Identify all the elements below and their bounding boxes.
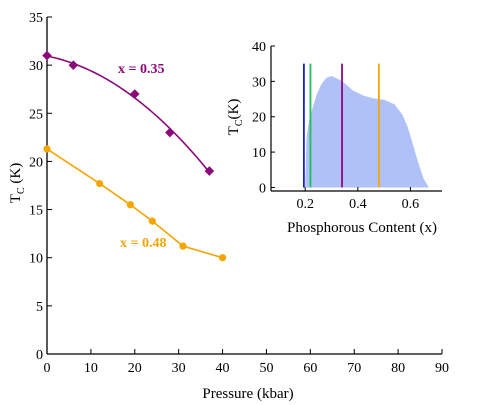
inset-y-tick-label: 20 — [252, 111, 266, 126]
inset-y-axis-title: TC(K) — [226, 99, 245, 136]
main-x-tick-label: 10 — [84, 361, 98, 376]
series-line — [46, 148, 223, 259]
main-x-tick-label: 80 — [391, 361, 405, 376]
data-point — [148, 217, 156, 225]
data-point — [179, 242, 187, 250]
series-label-x048: x = 0.48 — [120, 236, 166, 251]
data-point — [165, 127, 175, 138]
data-point — [129, 89, 140, 99]
series-label-x035: x = 0.35 — [118, 62, 164, 77]
main-y-ticks: 0 5 10 15 20 25 30 35 — [29, 11, 52, 363]
data-point — [68, 60, 79, 70]
main-x-tick-label: 70 — [347, 361, 361, 376]
main-x-tick-label: 20 — [128, 361, 142, 376]
main-x-tick-label: 60 — [303, 361, 317, 376]
main-y-tick-label: 15 — [29, 204, 43, 219]
main-x-tick-label: 90 — [435, 361, 449, 376]
inset-y-tick-label: 40 — [252, 40, 266, 55]
data-point — [43, 145, 51, 153]
main-chart: 0 10 20 30 40 50 60 70 80 90 0 5 10 15 20 25 30 35 Press… — [8, 11, 449, 402]
tc-area — [305, 76, 429, 188]
inset-y-tick-label: 0 — [259, 181, 266, 196]
main-x-ticks: 0 10 20 30 40 50 60 70 80 90 — [44, 349, 449, 376]
inset-y-tick-label: 10 — [252, 146, 266, 161]
inset-vlines — [302, 63, 380, 188]
inset-x-tick-label: 0.2 — [296, 197, 314, 212]
main-y-tick-label: 5 — [36, 300, 43, 315]
inset-x-ticks: 0.2 0.4 0.6 — [296, 187, 419, 212]
main-x-axis-title: Pressure (kbar) — [202, 386, 293, 402]
main-series — [42, 50, 227, 262]
inset-y-ticks: 0 10 20 30 40 — [252, 40, 275, 196]
main-y-tick-label: 35 — [29, 11, 43, 26]
main-y-tick-label: 25 — [29, 107, 43, 122]
inset-x-axis-title: Phosphorous Content (x) — [287, 220, 437, 236]
inset-area — [305, 76, 429, 188]
data-point — [204, 166, 215, 176]
inset-chart: 0.2 0.4 0.6 0 10 20 30 40 Phosphorous Content … — [226, 40, 442, 236]
data-point — [42, 50, 52, 61]
main-axes — [46, 17, 442, 355]
main-y-tick-label: 20 — [29, 155, 43, 170]
inset-y-tick-label: 30 — [252, 75, 266, 90]
main-x-tick-label: 40 — [216, 361, 230, 376]
main-x-tick-label: 0 — [44, 361, 51, 376]
series-x035 — [42, 50, 215, 176]
main-y-tick-label: 10 — [29, 252, 43, 267]
main-y-tick-label: 30 — [29, 59, 43, 74]
main-x-tick-label: 50 — [259, 361, 273, 376]
main-y-tick-label: 0 — [36, 348, 43, 363]
data-point — [96, 179, 104, 188]
main-y-axis-title: TC (K) — [8, 163, 27, 203]
inset-x-tick-label: 0.6 — [402, 197, 420, 212]
inset-x-tick-label: 0.4 — [349, 197, 367, 212]
inset-axes — [270, 46, 442, 192]
series-x048 — [43, 145, 227, 262]
data-point — [218, 254, 227, 262]
data-point — [126, 201, 134, 209]
main-x-tick-label: 30 — [172, 361, 186, 376]
